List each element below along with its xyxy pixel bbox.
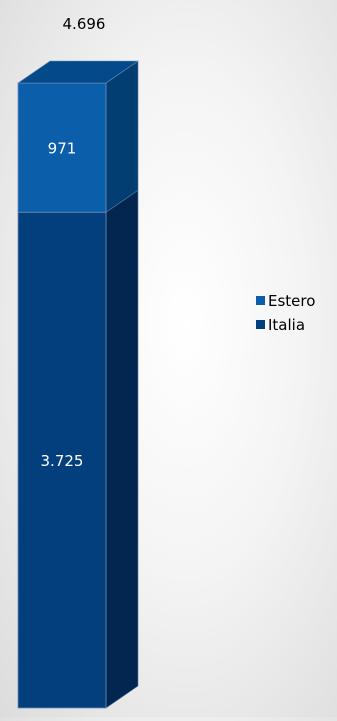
data-label-estero: 971	[48, 140, 77, 158]
legend-swatch-estero	[256, 296, 265, 305]
total-label: 4.696	[63, 15, 106, 33]
label-layer: 3.725 971 4.696	[41, 15, 106, 470]
bar-segment-estero	[17, 82, 107, 213]
data-label-italia: 3.725	[41, 452, 84, 470]
bar-layer	[17, 60, 139, 709]
legend-label-italia: Italia	[268, 316, 305, 334]
legend: Estero Italia	[256, 292, 315, 334]
bar-top-face	[17, 60, 139, 84]
bar-side-italia	[105, 189, 139, 709]
bar-segment-italia	[17, 211, 107, 709]
legend-label-estero: Estero	[268, 292, 315, 310]
legend-swatch-italia	[256, 320, 265, 329]
bar-side-estero	[105, 60, 139, 213]
